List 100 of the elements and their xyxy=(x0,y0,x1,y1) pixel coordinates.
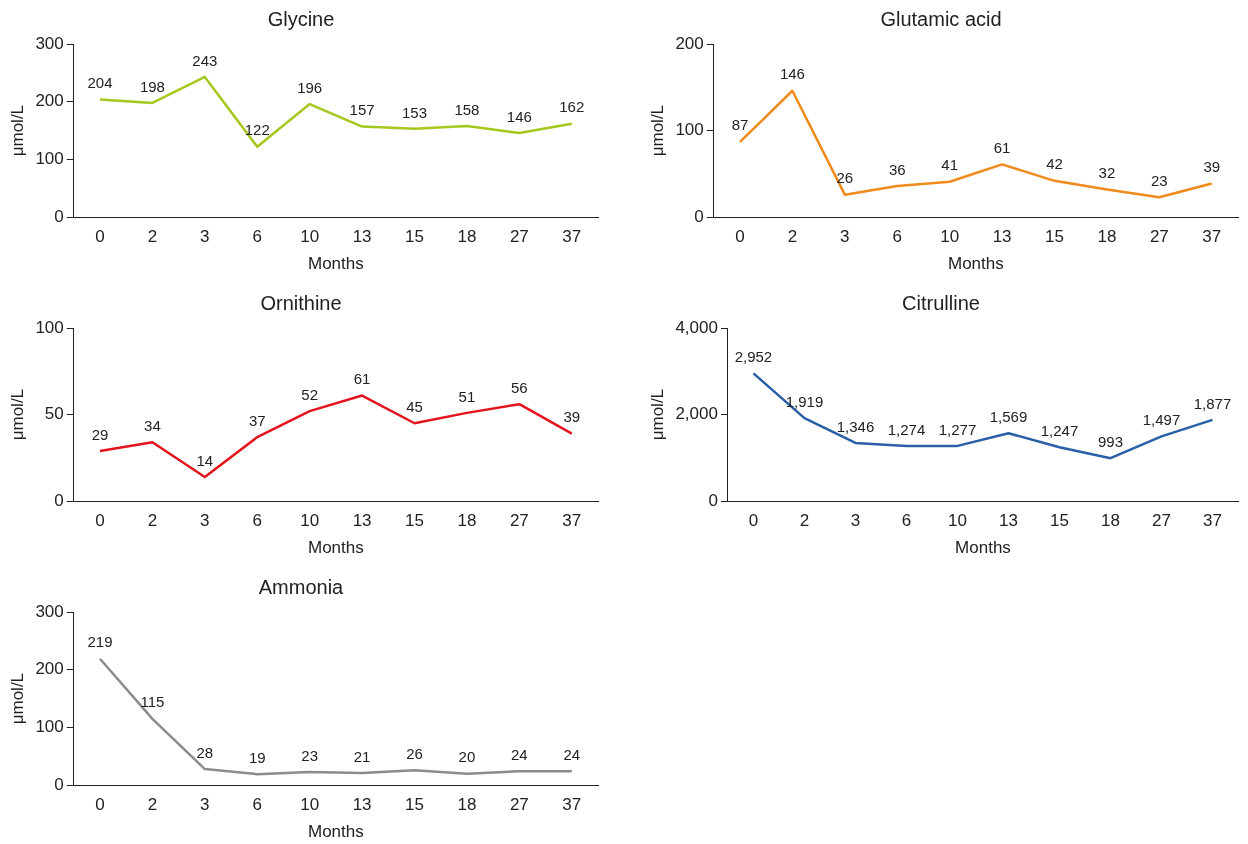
x-tick-label: 0 xyxy=(95,511,105,531)
data-label: 1,274 xyxy=(887,420,926,438)
data-label: 41 xyxy=(941,156,959,174)
data-label: 61 xyxy=(993,139,1011,157)
x-tick-label: 13 xyxy=(352,511,372,531)
x-tick-label: 27 xyxy=(509,795,529,815)
data-label: 20 xyxy=(458,748,476,766)
data-label: 162 xyxy=(559,98,585,116)
data-label: 115 xyxy=(140,693,165,711)
x-tick-label: 18 xyxy=(457,227,477,247)
y-tick-label: 2,000 xyxy=(675,404,718,424)
x-tick-label: 10 xyxy=(948,511,967,531)
x-axis-title: Months xyxy=(308,254,364,274)
x-tick-label: 27 xyxy=(1152,511,1171,531)
data-label: 28 xyxy=(196,743,214,761)
x-tick-label: 18 xyxy=(457,795,477,815)
x-tick-label: 3 xyxy=(840,227,850,247)
x-tick-label: 0 xyxy=(748,511,759,531)
x-tick-label: 10 xyxy=(300,227,320,247)
x-tick-label: 37 xyxy=(1202,227,1222,247)
data-label: 26 xyxy=(836,169,854,187)
y-axis-title: μmol/L xyxy=(7,104,27,157)
y-tick-label: 0 xyxy=(708,490,718,510)
x-tick-label: 2 xyxy=(147,227,158,247)
y-axis-title: μmol/L xyxy=(647,104,667,157)
x-tick-label: 10 xyxy=(300,511,320,531)
data-label: 219 xyxy=(87,633,113,651)
data-label: 56 xyxy=(511,378,528,396)
x-tick-label: 6 xyxy=(252,795,262,815)
x-tick-label: 13 xyxy=(999,511,1018,531)
data-label: 24 xyxy=(563,745,581,763)
x-tick-label: 0 xyxy=(95,795,105,815)
x-tick-label: 2 xyxy=(147,511,158,531)
data-label: 24 xyxy=(511,745,528,763)
data-label: 1,346 xyxy=(836,417,875,435)
y-tick-label: 0 xyxy=(694,206,704,226)
chart-title: Glutamic acid xyxy=(880,7,1002,30)
y-tick-label: 100 xyxy=(35,317,64,337)
data-label: 32 xyxy=(1098,164,1116,182)
data-label: 39 xyxy=(563,408,581,426)
data-label: 1,919 xyxy=(785,392,824,410)
x-tick-label: 2 xyxy=(787,227,798,247)
y-axis-title: μmol/L xyxy=(647,388,667,441)
data-label: 158 xyxy=(454,100,480,118)
x-tick-label: 27 xyxy=(1149,227,1169,247)
x-tick-label: 37 xyxy=(1203,511,1222,531)
data-label: 19 xyxy=(248,748,266,766)
data-label: 37 xyxy=(248,411,266,429)
x-tick-label: 6 xyxy=(252,227,262,247)
x-tick-label: 37 xyxy=(562,511,582,531)
x-tick-label: 3 xyxy=(200,795,210,815)
data-label: 1,877 xyxy=(1193,394,1232,412)
x-tick-label: 18 xyxy=(457,511,477,531)
x-tick-label: 6 xyxy=(892,227,902,247)
x-tick-label: 18 xyxy=(1097,227,1117,247)
y-tick-label: 200 xyxy=(675,33,704,53)
x-tick-label: 0 xyxy=(735,227,745,247)
y-tick-label: 4,000 xyxy=(675,317,718,337)
data-label: 39 xyxy=(1203,158,1221,176)
y-axis-title: μmol/L xyxy=(7,388,27,441)
x-tick-label: 10 xyxy=(300,795,320,815)
data-label: 993 xyxy=(1097,432,1123,450)
x-tick-label: 15 xyxy=(1050,511,1069,531)
data-label: 45 xyxy=(406,397,423,415)
y-tick-label: 200 xyxy=(35,91,64,111)
y-tick-label: 200 xyxy=(35,659,64,679)
x-tick-label: 37 xyxy=(562,227,582,247)
x-tick-label: 27 xyxy=(509,511,529,531)
data-label: 29 xyxy=(91,425,109,443)
data-label: 87 xyxy=(731,116,749,134)
chart-title: Glycine xyxy=(267,7,335,30)
data-label: 23 xyxy=(301,746,319,764)
x-tick-label: 10 xyxy=(940,227,960,247)
x-axis-title: Months xyxy=(308,822,364,842)
data-label: 122 xyxy=(244,121,270,139)
x-tick-label: 13 xyxy=(992,227,1012,247)
x-tick-label: 2 xyxy=(799,511,810,531)
y-tick-label: 100 xyxy=(35,149,64,169)
data-label: 1,569 xyxy=(989,407,1028,425)
y-tick-label: 0 xyxy=(54,206,64,226)
data-label: 51 xyxy=(458,387,476,405)
y-tick-label: 100 xyxy=(35,717,64,737)
data-label: 2,952 xyxy=(734,348,773,366)
x-axis-title: Months xyxy=(308,538,364,558)
x-tick-label: 2 xyxy=(147,795,158,815)
x-tick-label: 0 xyxy=(95,227,105,247)
x-tick-label: 15 xyxy=(1045,227,1064,247)
x-axis-title: Months xyxy=(948,254,1004,274)
data-label: 204 xyxy=(87,74,113,92)
data-label: 153 xyxy=(402,103,428,121)
x-tick-label: 6 xyxy=(252,511,262,531)
chart-title: Ammonia xyxy=(258,575,345,598)
data-label: 1,497 xyxy=(1142,411,1181,429)
x-tick-label: 18 xyxy=(1101,511,1120,531)
x-tick-label: 15 xyxy=(405,227,424,247)
y-tick-label: 100 xyxy=(675,120,704,140)
x-tick-label: 13 xyxy=(352,795,372,815)
x-axis-title: Months xyxy=(955,538,1011,558)
y-tick-label: 50 xyxy=(44,404,64,424)
data-label: 243 xyxy=(192,51,218,69)
